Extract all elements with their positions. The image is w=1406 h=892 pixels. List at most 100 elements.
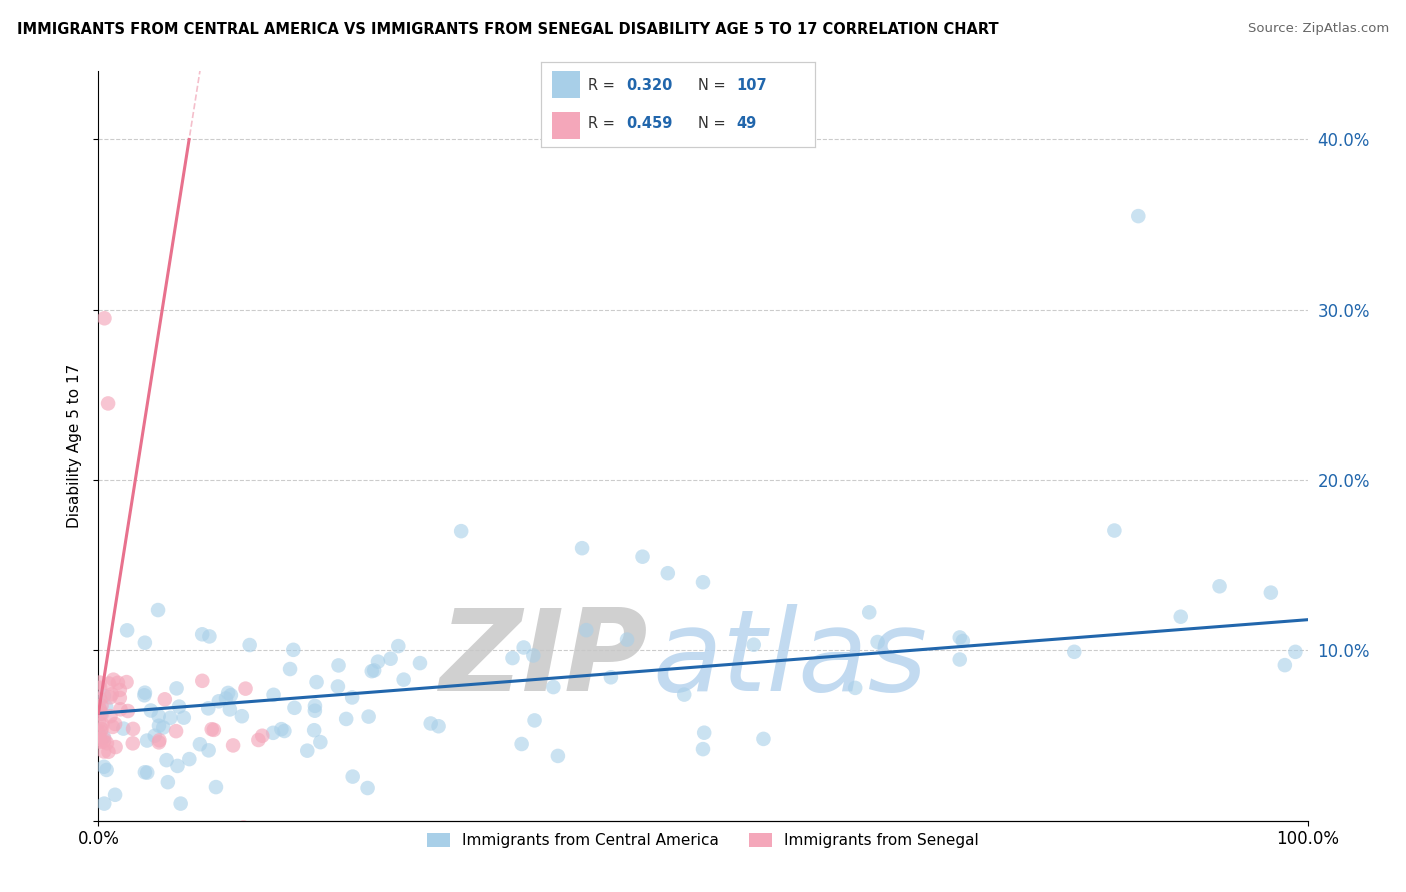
Point [367, 655, 389, 669]
Point [752, 731, 775, 746]
Point [571, 541, 593, 556]
Point [270, 722, 292, 736]
Point [866, 635, 889, 649]
Point [87, 726, 110, 740]
Point [357, 709, 380, 723]
Point [96, 736, 118, 750]
Bar [553, 112, 579, 139]
Point [219, 688, 242, 702]
Point [136, 765, 159, 780]
Point [304, 698, 326, 713]
Point [543, 680, 565, 694]
Point [89, 675, 111, 690]
Point [858, 605, 880, 619]
Point [427, 719, 450, 733]
Point [93, 745, 115, 759]
Text: ZIP: ZIP [440, 604, 648, 715]
Point [188, 737, 211, 751]
Point [136, 733, 159, 747]
Point [450, 524, 472, 538]
Point [502, 651, 524, 665]
Point [1128, 209, 1150, 223]
Point [599, 670, 621, 684]
Point [93, 730, 115, 744]
Point [523, 714, 546, 728]
Point [631, 549, 654, 564]
Point [191, 673, 214, 688]
Point [392, 673, 415, 687]
Point [205, 780, 228, 794]
Point [547, 748, 569, 763]
Point [363, 664, 385, 678]
Text: 0.459: 0.459 [626, 116, 672, 131]
Point [87, 701, 110, 715]
Point [191, 627, 214, 641]
Point [89, 703, 111, 717]
Point [104, 740, 127, 755]
Point [90, 706, 112, 721]
Point [419, 716, 441, 731]
Text: R =: R = [588, 78, 620, 93]
Point [247, 733, 270, 747]
Point [1063, 645, 1085, 659]
Point [693, 725, 716, 739]
Point [231, 709, 253, 723]
Point [90, 735, 112, 749]
Point [218, 702, 240, 716]
Point [93, 734, 115, 748]
Text: atlas: atlas [652, 604, 928, 715]
Point [93, 689, 115, 703]
Point [1260, 585, 1282, 599]
Point [283, 701, 305, 715]
Point [159, 711, 181, 725]
Point [152, 721, 174, 735]
Point [148, 733, 170, 747]
Point [166, 759, 188, 773]
Point [340, 690, 363, 705]
Point [93, 732, 115, 747]
Point [380, 651, 402, 665]
Point [360, 664, 382, 678]
Text: R =: R = [588, 116, 620, 131]
Point [512, 640, 534, 655]
Point [167, 699, 190, 714]
Point [112, 722, 135, 736]
Point [278, 662, 301, 676]
Point [143, 729, 166, 743]
Point [103, 673, 125, 687]
Point [173, 711, 195, 725]
Point [1170, 609, 1192, 624]
Point [283, 643, 305, 657]
Point [273, 723, 295, 738]
Point [252, 729, 274, 743]
Point [122, 722, 145, 736]
Point [96, 763, 118, 777]
Text: 49: 49 [735, 116, 756, 131]
Point [328, 658, 350, 673]
Point [575, 623, 598, 637]
Point [201, 723, 224, 737]
Point [117, 704, 139, 718]
Point [673, 688, 696, 702]
Text: 0.320: 0.320 [626, 78, 672, 93]
Point [134, 636, 156, 650]
Point [335, 712, 357, 726]
Point [169, 797, 191, 811]
Point [104, 717, 127, 731]
Point [302, 723, 325, 738]
Text: N =: N = [697, 78, 730, 93]
Point [844, 681, 866, 695]
Point [108, 690, 131, 705]
Point [1284, 645, 1306, 659]
Point [148, 735, 170, 749]
Point [139, 704, 162, 718]
Point [104, 788, 127, 802]
Point [235, 681, 257, 696]
Point [232, 821, 254, 835]
Point [115, 624, 138, 638]
Point [165, 724, 187, 739]
Point [107, 675, 129, 690]
Point [326, 680, 349, 694]
Point [692, 742, 714, 756]
Point [217, 686, 239, 700]
